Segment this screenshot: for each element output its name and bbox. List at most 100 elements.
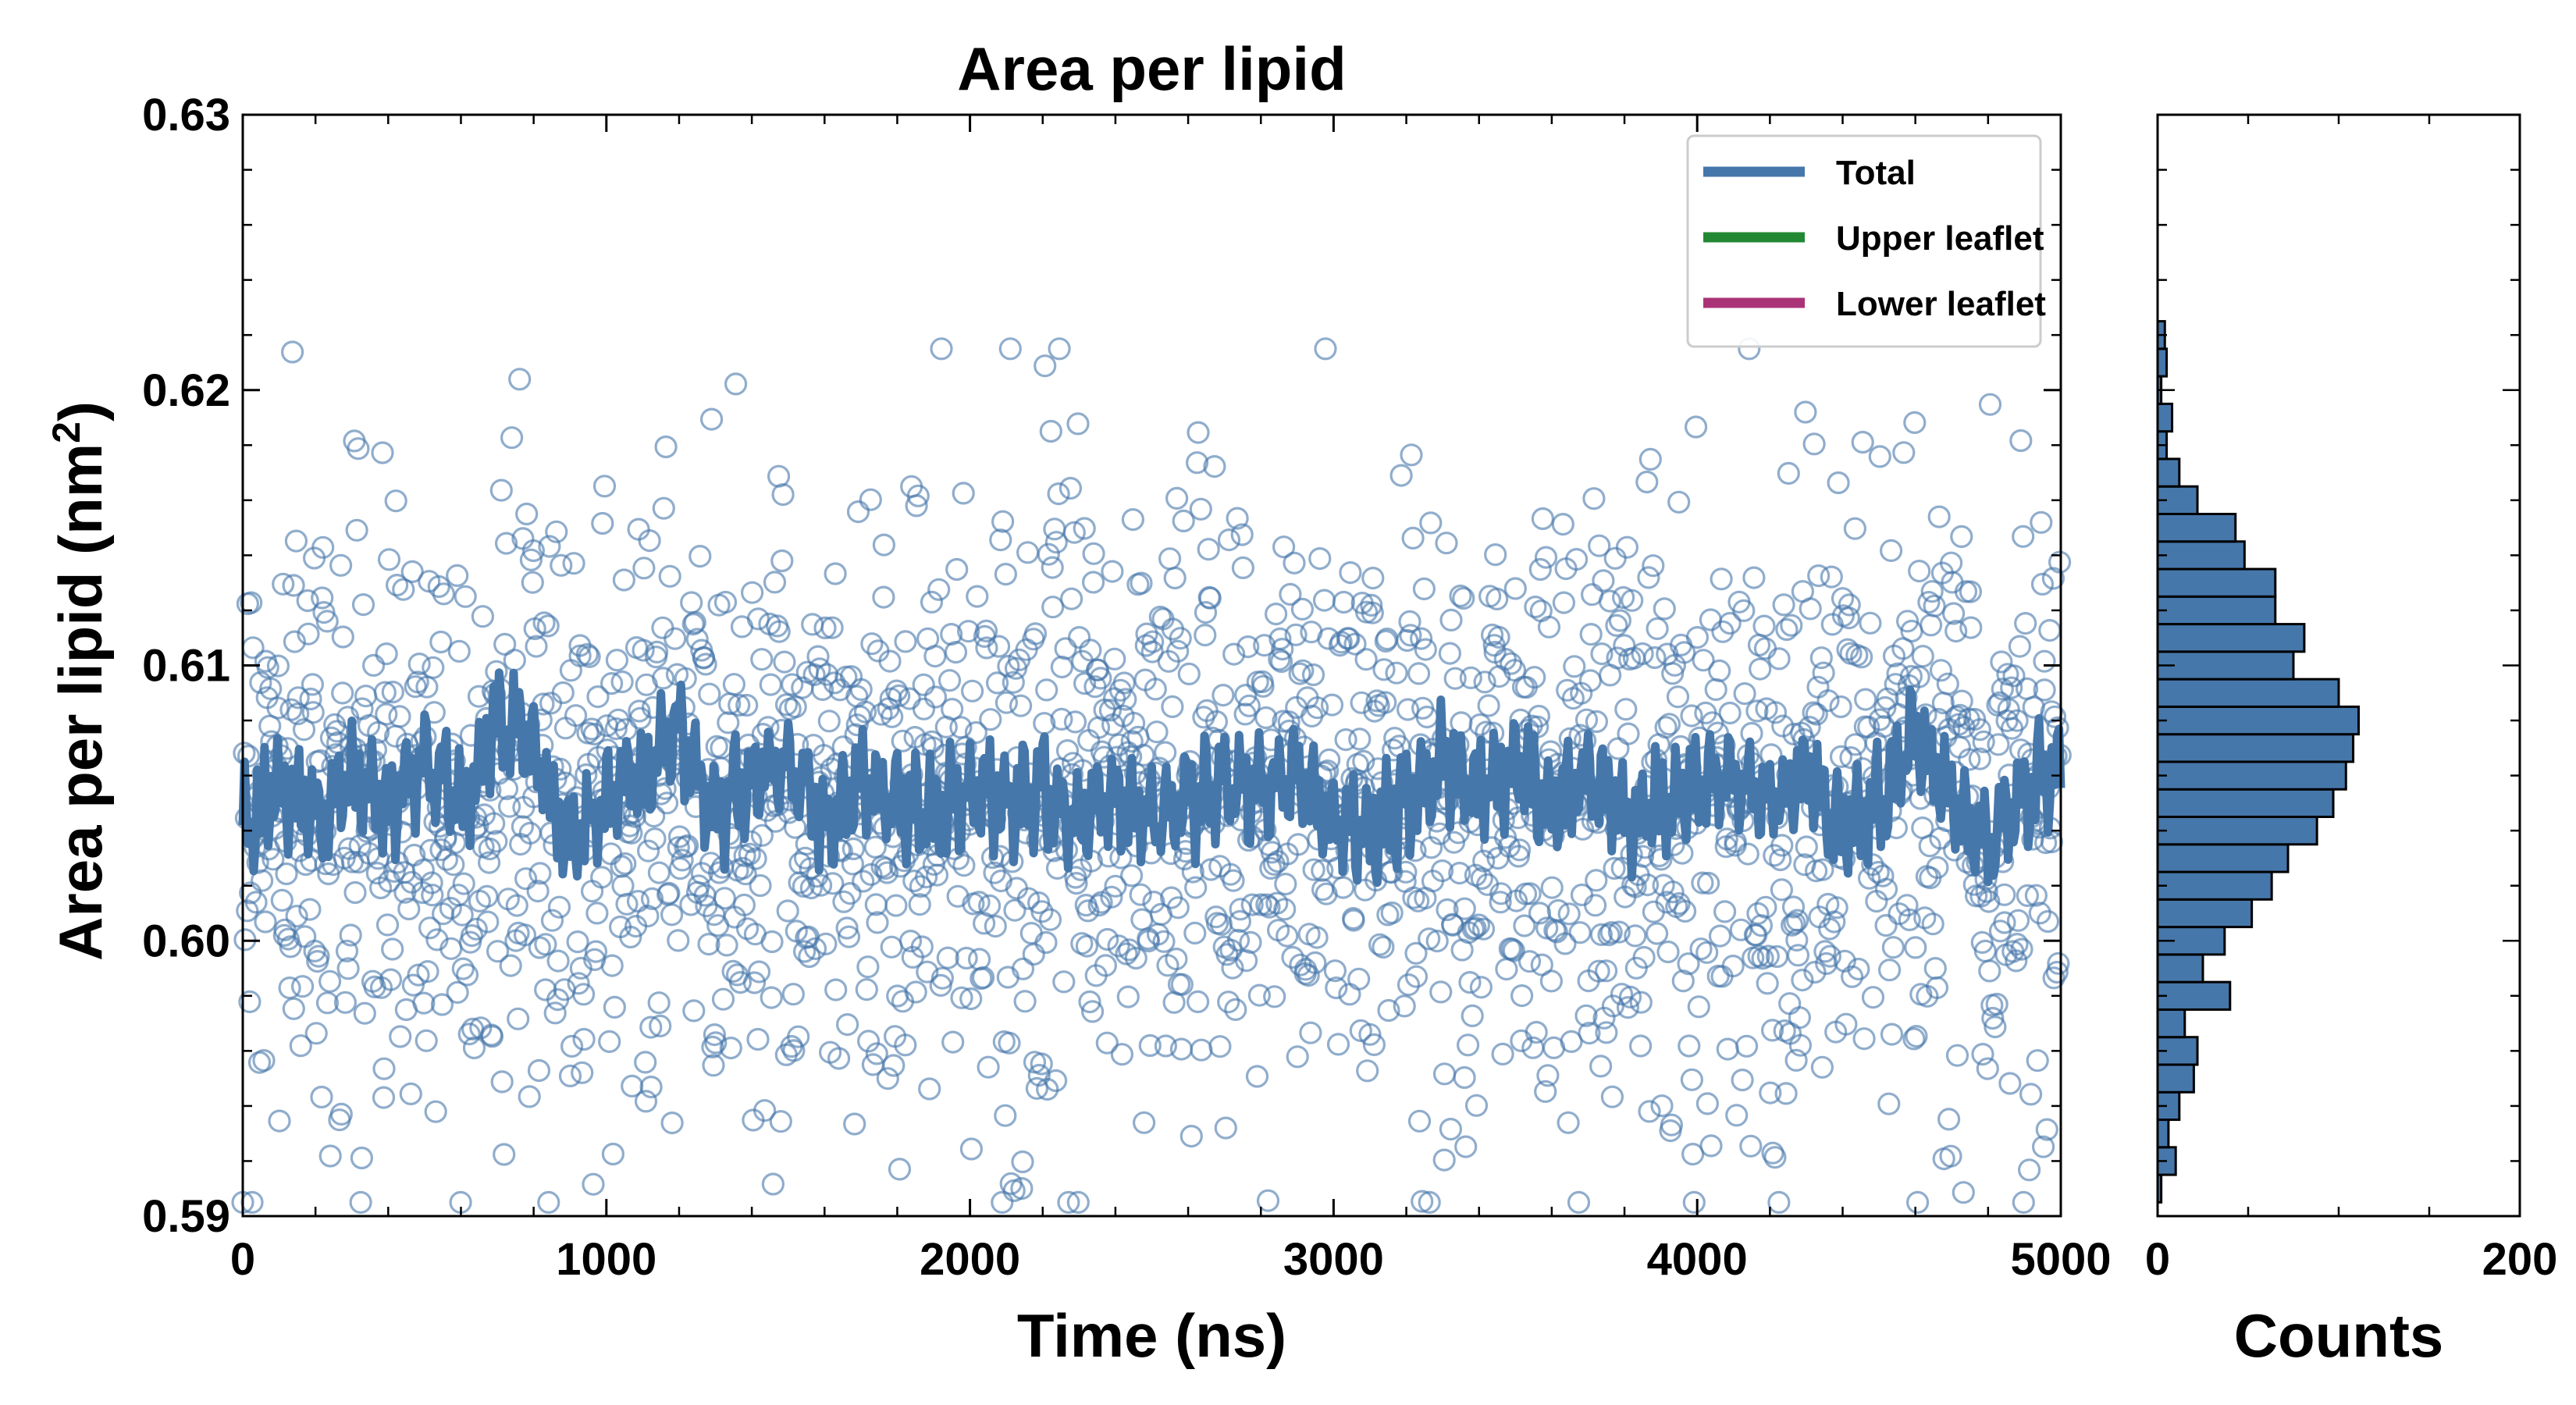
scatter-point: [311, 535, 335, 559]
scatter-point: [605, 649, 629, 672]
scatter-point: [767, 464, 791, 488]
scatter-point: [1923, 956, 1947, 980]
histogram-bar: [2156, 816, 2318, 846]
scatter-point: [1080, 1000, 1105, 1023]
y-tick-label: 0.59: [142, 1191, 230, 1242]
scatter-point: [1656, 940, 1680, 964]
scatter-point: [1847, 957, 1870, 981]
scatter-point: [1510, 1029, 1533, 1053]
scatter-point: [375, 702, 398, 726]
scatter-point: [1172, 509, 1195, 533]
scatter-point: [703, 1023, 727, 1047]
scatter-point: [1592, 569, 1615, 592]
scatter-point: [1708, 924, 1732, 948]
scatter-point: [1184, 876, 1208, 899]
scatter-point: [1454, 1135, 1478, 1158]
scatter-point: [898, 929, 923, 953]
scatter-point: [600, 671, 624, 695]
scatter-point: [853, 700, 877, 724]
scatter-point: [1203, 454, 1226, 478]
scatter-point: [415, 1029, 438, 1052]
scatter-point: [601, 1142, 625, 1166]
scatter-point: [1304, 951, 1327, 975]
scatter-point: [1731, 1068, 1754, 1092]
scatter-point: [1197, 538, 1220, 561]
scatter-point: [1666, 685, 1690, 709]
scatter-point: [1326, 1033, 1350, 1056]
scatter-point: [362, 653, 386, 678]
scatter-point: [1959, 580, 1982, 603]
scatter-point: [439, 896, 462, 920]
scatter-point: [1998, 1072, 2022, 1095]
scatter-point: [798, 944, 821, 969]
scatter-point: [1585, 710, 1609, 734]
scatter-point: [936, 946, 959, 969]
scatter-point: [307, 944, 330, 968]
scatter-point: [1987, 733, 2010, 756]
scatter-point: [1877, 1092, 1901, 1115]
scatter-point: [753, 1099, 777, 1122]
scatter-point: [1925, 976, 1949, 1000]
scatter-point: [420, 871, 443, 895]
scatter-point: [1368, 933, 1392, 956]
scatter-point: [558, 1064, 582, 1088]
scatter-point: [603, 995, 627, 1019]
scatter-point: [1060, 763, 1084, 786]
scatter-point: [814, 932, 838, 955]
scatter-point: [742, 971, 767, 994]
scatter-point: [1381, 738, 1405, 762]
x-tick-label: 0: [230, 1234, 255, 1285]
scatter-point: [1942, 602, 1966, 625]
scatter-point: [668, 857, 692, 880]
scatter-point: [856, 1030, 881, 1053]
scatter-point: [1116, 985, 1140, 1008]
scatter-point: [821, 872, 845, 895]
scatter-point: [1283, 551, 1306, 574]
scatter-point: [1527, 704, 1551, 728]
scatter-point: [1016, 541, 1040, 564]
scatter-point: [1607, 920, 1631, 944]
histogram-bar: [2156, 512, 2237, 543]
scatter-point: [1402, 886, 1425, 909]
scatter-point: [446, 564, 469, 588]
histogram-bar: [2156, 402, 2174, 433]
scatter-point: [571, 1061, 594, 1084]
scatter-point: [482, 812, 506, 835]
scatter-point: [353, 1001, 376, 1025]
scatter-point: [1236, 635, 1260, 659]
scatter-point: [950, 986, 973, 1009]
scatter-point: [564, 704, 588, 727]
histogram-bar: [2156, 870, 2273, 901]
scatter-point: [1142, 890, 1165, 914]
scatter-point: [283, 630, 306, 653]
scatter-point: [1066, 412, 1090, 436]
scatter-point: [732, 893, 756, 917]
scatter-point: [1745, 699, 1769, 723]
scatter-point: [747, 960, 771, 984]
scatter-point: [318, 969, 342, 993]
histogram-bar: [2156, 347, 2169, 378]
scatter-point: [1711, 620, 1735, 643]
scatter-point: [1263, 985, 1286, 1008]
scatter-point: [1098, 699, 1123, 722]
scatter-point: [351, 592, 375, 617]
scatter-point: [540, 909, 564, 932]
scatter-point: [1917, 590, 1941, 614]
scatter-point: [1761, 1019, 1784, 1042]
scatter-point: [781, 673, 804, 696]
scatter-point: [490, 1070, 514, 1094]
scatter-point: [238, 990, 262, 1014]
scatter-point: [769, 1110, 792, 1133]
scatter-point: [1464, 916, 1487, 940]
scatter-point: [547, 895, 571, 919]
scatter-point: [534, 933, 557, 956]
scatter-point: [546, 949, 570, 973]
scatter-point: [835, 916, 859, 940]
scatter-point: [270, 888, 294, 912]
chart-title: Area per lipid: [957, 34, 1346, 103]
scatter-point: [636, 839, 660, 863]
scatter-point: [2041, 567, 2065, 590]
scatter-point: [1166, 639, 1190, 663]
scatter-point: [1754, 895, 1777, 919]
scatter-point: [1812, 661, 1835, 685]
